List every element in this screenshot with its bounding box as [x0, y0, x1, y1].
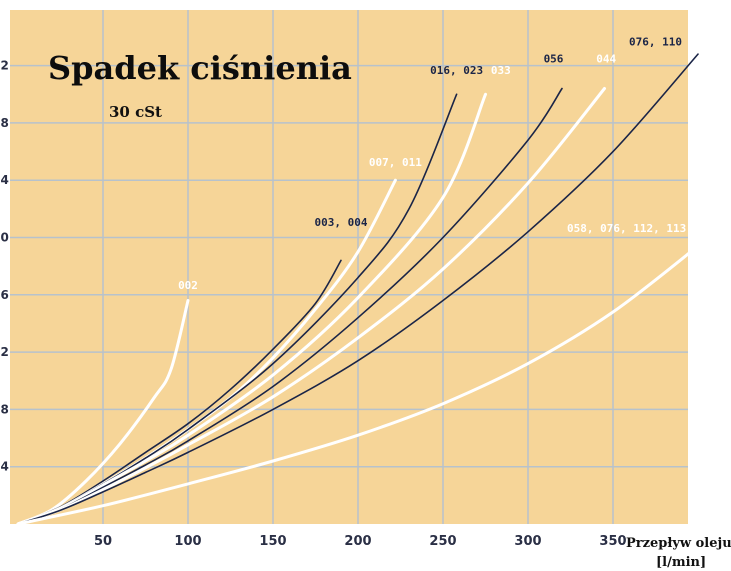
series-lines: [16, 53, 700, 526]
y-tick-label: .2: [0, 59, 9, 73]
series-label: 076, 110: [629, 36, 682, 49]
series-label: 007, 011: [369, 156, 422, 169]
series-label: 003, 004: [315, 216, 368, 229]
grid: [10, 10, 688, 524]
tick-labels: 50 100 150 200 250 300 350 .4 .8 .2 .6 .0 .4 .8 .2: [0, 59, 627, 549]
y-tick-label: .8: [0, 402, 9, 416]
x-tick-label: 150: [259, 534, 286, 549]
chart-title: Spadek ciśnienia: [48, 49, 352, 87]
series-label: 016, 023: [430, 64, 483, 77]
series-line: [17, 87, 563, 525]
y-tick-label: .2: [0, 345, 9, 359]
series-label: 044: [596, 53, 616, 66]
series-line: [17, 53, 699, 525]
series-label: 058, 076, 112, 113: [567, 222, 686, 235]
series-label: 002: [178, 279, 198, 292]
y-tick-label: .4: [0, 460, 9, 474]
y-tick-label: .8: [0, 116, 9, 130]
series-line: [16, 87, 606, 526]
y-tick-label: .6: [0, 288, 9, 302]
x-tick-label: 350: [599, 534, 626, 549]
series-label: 033: [491, 64, 511, 77]
x-tick-label: 200: [344, 534, 371, 549]
x-tick-label: 100: [174, 534, 201, 549]
x-tick-label: 300: [514, 534, 541, 549]
series-line: [16, 92, 487, 526]
x-tick-label: 250: [429, 534, 456, 549]
y-tick-label: .4: [0, 173, 9, 187]
x-axis-label: Przepływ oleju: [626, 536, 731, 551]
series-labels: 002 003, 004 007, 011 016, 023 033 056 044 076,…: [178, 36, 686, 293]
series-label: 056: [544, 53, 564, 66]
series-line: [16, 299, 190, 526]
x-axis-unit: [l/min]: [656, 555, 706, 570]
x-tick-label: 50: [94, 534, 112, 549]
series-line: [16, 244, 700, 526]
chart-subtitle: 30 cSt: [109, 103, 162, 121]
y-tick-label: .0: [0, 231, 9, 245]
